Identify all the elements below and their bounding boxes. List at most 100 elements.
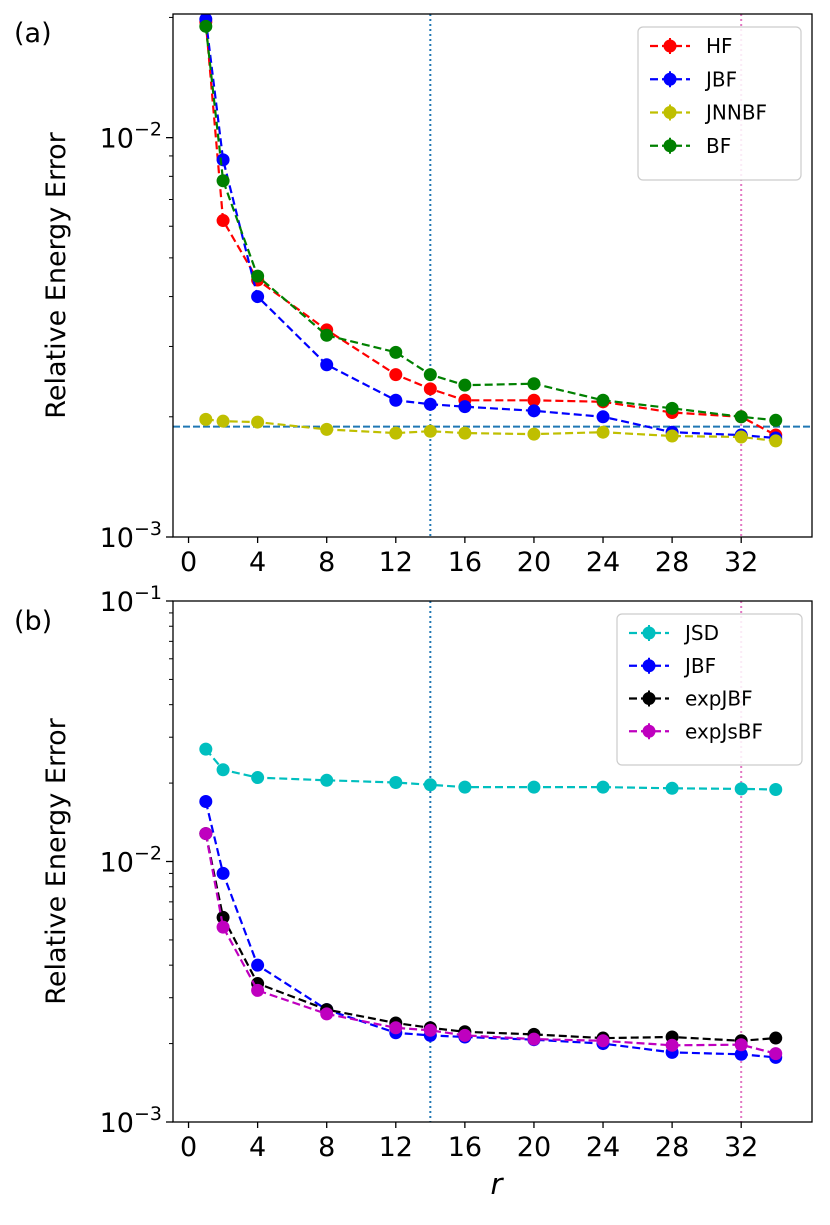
legend-marker	[642, 724, 656, 738]
legend-label: JNNBF	[704, 101, 767, 125]
x-tick-label: 24	[586, 547, 620, 578]
plot-area	[173, 14, 812, 537]
data-point-JBF	[458, 400, 472, 414]
x-tick-label: 16	[448, 547, 482, 578]
data-point-JBF	[423, 397, 437, 411]
data-point-HF	[527, 393, 541, 407]
data-point-expJsBF	[527, 1032, 541, 1046]
data-point-expJsBF	[320, 1007, 334, 1021]
y-tick-exponent: −1	[134, 582, 162, 604]
x-tick-label: 8	[318, 547, 335, 578]
data-point-JBF	[389, 393, 403, 407]
y-axis-label: Relative Energy Error	[41, 717, 72, 1004]
data-point-JBF	[527, 404, 541, 418]
data-point-expJsBF	[769, 1047, 783, 1061]
series-line-expJsBF	[204, 833, 776, 1055]
legend-label: BF	[706, 134, 731, 158]
legend-box	[616, 613, 803, 766]
data-point-JSD	[665, 781, 679, 795]
data-point-BF	[320, 328, 334, 342]
axes-frame	[172, 13, 813, 538]
data-point-JSD	[734, 782, 748, 796]
legend-label: expJBF	[685, 687, 753, 711]
data-point-JSD	[527, 780, 541, 794]
legend-marker	[642, 626, 656, 640]
data-point-JBF	[216, 866, 230, 880]
data-point-JSD	[320, 773, 334, 787]
data-point-JSD	[596, 780, 610, 794]
legend-entry-expJsBF: expJsBF	[629, 719, 763, 743]
series-JBF	[199, 794, 783, 1064]
series-expJsBF	[199, 827, 783, 1061]
legend: HF JBF JNNBF BF	[637, 26, 802, 181]
legend-entry-HF: HF	[650, 34, 733, 58]
data-point-expJsBF	[458, 1028, 472, 1042]
legend-marker	[642, 659, 656, 673]
data-point-BF	[389, 345, 403, 359]
data-point-JSD	[423, 778, 437, 792]
x-tick-label: 8	[318, 1132, 335, 1163]
data-point-expJsBF	[199, 827, 213, 841]
data-point-expJsBF	[216, 920, 230, 934]
legend-entry-JBF: JBF	[650, 67, 737, 91]
legend-entry-JNNBF: JNNBF	[650, 101, 767, 125]
series-BF	[199, 19, 783, 427]
data-point-JSD	[251, 771, 265, 785]
data-point-JSD	[199, 742, 213, 756]
data-point-JBF	[216, 153, 230, 167]
legend-marker	[642, 692, 656, 705]
data-point-JNNBF	[216, 414, 230, 428]
data-point-HF	[423, 382, 437, 396]
data-point-JSD	[216, 763, 230, 777]
legend: JSD JBF expJBF expJsBF	[616, 613, 803, 766]
legend-marker	[663, 106, 677, 119]
data-point-JNNBF	[734, 430, 748, 444]
legend-entry-BF: BF	[650, 134, 731, 158]
x-tick-label: 4	[249, 1132, 266, 1163]
series-JSD	[199, 742, 783, 796]
data-point-JBF	[596, 410, 610, 424]
x-tick-label: 24	[586, 1132, 620, 1163]
data-point-JNNBF	[199, 412, 213, 426]
data-point-expJsBF	[734, 1038, 748, 1052]
data-point-BF	[199, 19, 213, 33]
data-point-BF	[596, 393, 610, 407]
data-point-JBF	[199, 794, 213, 808]
legend-entry-JSD: JSD	[629, 621, 719, 645]
data-point-JBF	[320, 358, 334, 372]
y-tick-exponent: −3	[134, 518, 162, 540]
y-tick-base: 10	[100, 124, 134, 155]
data-point-BF	[458, 378, 472, 392]
x-tick-label: 4	[249, 547, 266, 578]
x-tick-label: 32	[724, 547, 758, 578]
data-point-JNNBF	[527, 427, 541, 441]
data-point-BF	[251, 269, 265, 283]
x-tick-label: 12	[379, 1132, 413, 1163]
data-point-JBF	[251, 290, 265, 304]
x-tick-label: 0	[180, 547, 197, 578]
data-point-JSD	[389, 776, 403, 790]
y-tick-label: 10−1	[100, 582, 162, 618]
legend-label: JBF	[704, 67, 737, 91]
data-point-expJsBF	[251, 983, 265, 997]
data-point-JSD	[458, 780, 472, 794]
data-point-JNNBF	[769, 434, 783, 448]
series-line-JNNBF	[205, 418, 776, 442]
y-tick-label: 10−2	[100, 843, 162, 879]
data-point-JNNBF	[389, 426, 403, 440]
legend-label: expJsBF	[685, 719, 763, 743]
legend-box	[637, 26, 802, 181]
series-line-expJBF	[204, 833, 776, 1042]
series-line-JSD	[204, 748, 776, 791]
x-tick-label: 20	[517, 1132, 551, 1163]
data-point-BF	[527, 377, 541, 391]
x-tick-label: 20	[517, 547, 551, 578]
panel-label: (b)	[14, 606, 52, 637]
legend-entry-expJBF: expJBF	[629, 687, 753, 711]
y-tick-label: 10−3	[100, 518, 162, 554]
legend-entry-JBF: JBF	[629, 654, 716, 678]
data-point-JBF	[734, 1047, 748, 1061]
